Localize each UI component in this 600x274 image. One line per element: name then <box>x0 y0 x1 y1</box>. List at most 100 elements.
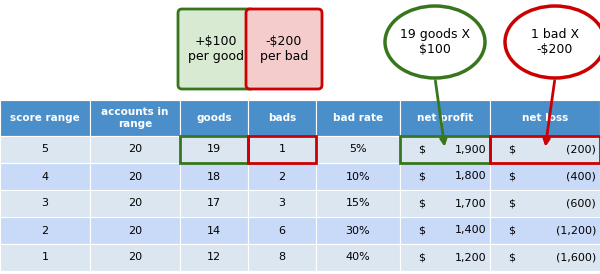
Bar <box>400 100 490 136</box>
Text: $: $ <box>418 172 425 181</box>
Bar <box>180 136 248 163</box>
Bar <box>180 217 248 244</box>
Text: 17: 17 <box>207 198 221 209</box>
Text: $: $ <box>508 144 515 155</box>
Text: 20: 20 <box>128 226 142 235</box>
Text: (1,200): (1,200) <box>556 226 596 235</box>
Bar <box>490 190 600 217</box>
Text: 4: 4 <box>41 172 49 181</box>
Bar <box>248 100 316 136</box>
Bar <box>0 271 90 274</box>
Bar <box>0 217 90 244</box>
Text: 20: 20 <box>128 253 142 262</box>
Text: $: $ <box>418 253 425 262</box>
Text: 1: 1 <box>278 144 286 155</box>
Bar <box>90 244 180 271</box>
Text: -$200
per bad: -$200 per bad <box>260 35 308 63</box>
Text: $: $ <box>508 198 515 209</box>
Bar <box>490 100 600 136</box>
Bar <box>248 163 316 190</box>
Bar <box>180 190 248 217</box>
Bar <box>490 271 600 274</box>
Bar <box>248 217 316 244</box>
Bar <box>316 217 400 244</box>
Text: 1 bad X
-$200: 1 bad X -$200 <box>531 28 579 56</box>
Bar <box>90 217 180 244</box>
Text: (400): (400) <box>566 172 596 181</box>
Text: 20: 20 <box>128 144 142 155</box>
Text: $: $ <box>418 144 425 155</box>
Text: $: $ <box>508 253 515 262</box>
Ellipse shape <box>505 6 600 78</box>
Bar <box>248 136 316 163</box>
Bar <box>316 100 400 136</box>
Text: goods: goods <box>196 113 232 123</box>
Text: accounts in
range: accounts in range <box>101 107 169 129</box>
Bar <box>180 100 248 136</box>
Text: 19 goods X
$100: 19 goods X $100 <box>400 28 470 56</box>
Text: 12: 12 <box>207 253 221 262</box>
Bar <box>400 244 490 271</box>
Bar <box>316 136 400 163</box>
Text: 1,200: 1,200 <box>454 253 486 262</box>
Bar <box>400 217 490 244</box>
Bar <box>316 271 400 274</box>
Bar <box>90 190 180 217</box>
Text: 1: 1 <box>41 253 49 262</box>
Text: $: $ <box>508 172 515 181</box>
Bar <box>0 244 90 271</box>
Bar <box>0 136 90 163</box>
Text: 19: 19 <box>207 144 221 155</box>
Text: 1,700: 1,700 <box>454 198 486 209</box>
Bar <box>400 136 490 163</box>
Text: (1,600): (1,600) <box>556 253 596 262</box>
Text: score range: score range <box>10 113 80 123</box>
Text: $: $ <box>418 226 425 235</box>
FancyBboxPatch shape <box>178 9 254 89</box>
Bar <box>180 271 248 274</box>
Text: 1,800: 1,800 <box>454 172 486 181</box>
Text: 1,900: 1,900 <box>454 144 486 155</box>
Text: 3: 3 <box>41 198 49 209</box>
Bar <box>90 271 180 274</box>
Text: (200): (200) <box>566 144 596 155</box>
Ellipse shape <box>385 6 485 78</box>
Bar <box>316 163 400 190</box>
Text: 10%: 10% <box>346 172 370 181</box>
Text: 40%: 40% <box>346 253 370 262</box>
Bar <box>90 136 180 163</box>
Bar <box>90 100 180 136</box>
Bar <box>490 217 600 244</box>
Text: (600): (600) <box>566 198 596 209</box>
Text: 5: 5 <box>41 144 49 155</box>
Text: 20: 20 <box>128 198 142 209</box>
Bar <box>490 244 600 271</box>
Text: 30%: 30% <box>346 226 370 235</box>
Text: 8: 8 <box>278 253 286 262</box>
Text: 14: 14 <box>207 226 221 235</box>
Bar <box>248 244 316 271</box>
Bar <box>490 136 600 163</box>
Text: bad rate: bad rate <box>333 113 383 123</box>
Bar <box>0 190 90 217</box>
Text: $: $ <box>508 226 515 235</box>
Text: 3: 3 <box>278 198 286 209</box>
Text: 15%: 15% <box>346 198 370 209</box>
Bar <box>180 136 248 163</box>
Bar <box>0 163 90 190</box>
Bar <box>180 244 248 271</box>
Bar <box>248 190 316 217</box>
Text: net loss: net loss <box>522 113 568 123</box>
Text: 2: 2 <box>41 226 49 235</box>
Bar <box>400 136 490 163</box>
Bar <box>490 163 600 190</box>
Text: 5%: 5% <box>349 144 367 155</box>
Text: 6: 6 <box>278 226 286 235</box>
Bar <box>248 271 316 274</box>
Bar <box>490 136 600 163</box>
Bar <box>400 163 490 190</box>
Bar <box>400 190 490 217</box>
Text: bads: bads <box>268 113 296 123</box>
FancyBboxPatch shape <box>246 9 322 89</box>
Bar <box>316 190 400 217</box>
